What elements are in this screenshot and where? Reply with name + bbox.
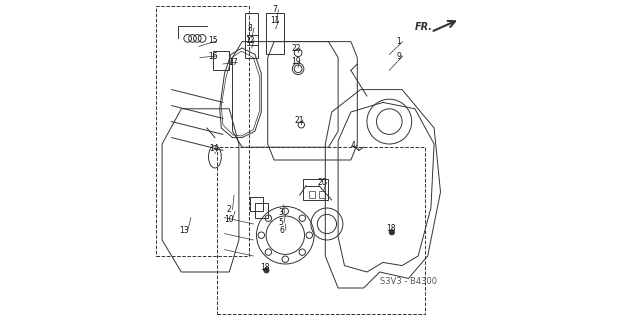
Circle shape <box>389 230 394 235</box>
Circle shape <box>264 268 269 273</box>
Text: 15: 15 <box>208 36 217 45</box>
Text: 14: 14 <box>209 144 219 153</box>
Bar <box>156 6 249 256</box>
Text: 11: 11 <box>270 16 279 25</box>
Text: 13: 13 <box>179 226 189 235</box>
Text: 10: 10 <box>224 215 234 224</box>
Bar <box>255 203 268 218</box>
Text: 22: 22 <box>291 44 301 53</box>
Text: 6: 6 <box>279 226 284 235</box>
Bar <box>245 13 258 58</box>
Text: 21: 21 <box>294 116 304 124</box>
Text: 3: 3 <box>278 208 283 217</box>
Text: 19: 19 <box>291 57 301 66</box>
Text: 2: 2 <box>226 205 231 214</box>
Text: 16: 16 <box>208 52 217 60</box>
Text: 9: 9 <box>396 52 401 60</box>
Text: 1: 1 <box>396 37 401 46</box>
Text: 7: 7 <box>272 5 277 14</box>
Text: 4: 4 <box>351 141 356 150</box>
Text: 18: 18 <box>386 224 396 233</box>
Bar <box>216 147 424 314</box>
Text: 8: 8 <box>248 24 252 33</box>
Bar <box>250 197 263 211</box>
Bar <box>266 13 284 54</box>
Text: S3V3 - B4300: S3V3 - B4300 <box>380 277 437 286</box>
Bar <box>213 51 229 70</box>
Text: 18: 18 <box>260 263 269 272</box>
Bar <box>309 191 315 198</box>
Text: FR.: FR. <box>414 22 432 32</box>
Text: 17: 17 <box>228 58 238 67</box>
Text: 12: 12 <box>246 36 255 44</box>
Bar <box>319 191 324 198</box>
Bar <box>303 179 329 200</box>
Text: 5: 5 <box>278 218 283 227</box>
Text: 20: 20 <box>318 178 328 187</box>
